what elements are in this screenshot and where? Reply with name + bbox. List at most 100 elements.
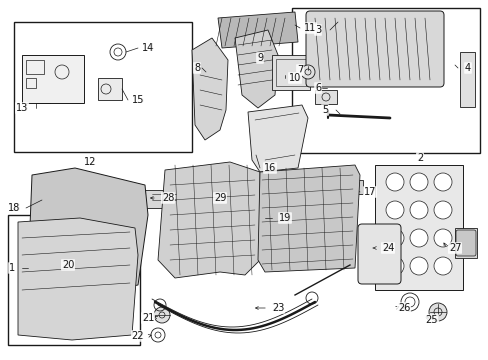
Bar — [459, 52, 474, 107]
Text: 21: 21 — [141, 313, 154, 323]
Text: 12: 12 — [83, 157, 97, 167]
Text: 24: 24 — [381, 243, 394, 253]
Bar — [374, 165, 462, 290]
Text: 28: 28 — [161, 193, 174, 203]
Text: 17: 17 — [363, 187, 376, 197]
Text: 22: 22 — [131, 331, 144, 341]
Text: 5: 5 — [321, 105, 327, 115]
Bar — [8, 215, 140, 345]
Bar — [14, 22, 192, 152]
Text: 4: 4 — [464, 63, 470, 73]
Polygon shape — [28, 168, 148, 298]
Text: 7: 7 — [296, 65, 303, 75]
Text: 6: 6 — [314, 83, 321, 93]
Text: 10: 10 — [288, 73, 301, 83]
Text: 11: 11 — [303, 23, 316, 33]
Text: 19: 19 — [278, 213, 291, 223]
Polygon shape — [18, 218, 138, 340]
Polygon shape — [158, 162, 260, 278]
Text: 15: 15 — [131, 95, 144, 105]
Text: 5: 5 — [321, 105, 327, 115]
Text: 15: 15 — [132, 95, 144, 105]
Bar — [145, 190, 183, 208]
Text: 20: 20 — [61, 260, 74, 270]
Circle shape — [428, 303, 446, 321]
Polygon shape — [235, 30, 278, 108]
Text: 20: 20 — [61, 260, 74, 270]
Text: 3: 3 — [314, 25, 321, 35]
Bar — [98, 78, 122, 100]
Text: 9: 9 — [256, 53, 263, 63]
Text: 6: 6 — [314, 83, 321, 93]
Bar — [22, 55, 84, 103]
Circle shape — [409, 257, 427, 275]
Text: 16: 16 — [263, 163, 276, 173]
Polygon shape — [258, 165, 359, 272]
Text: 21: 21 — [142, 313, 154, 323]
Text: 7: 7 — [296, 65, 303, 75]
Circle shape — [433, 229, 451, 247]
Circle shape — [409, 173, 427, 191]
Circle shape — [433, 257, 451, 275]
Circle shape — [433, 201, 451, 219]
FancyBboxPatch shape — [455, 230, 475, 256]
Text: 23: 23 — [271, 303, 284, 313]
Text: 27: 27 — [448, 243, 460, 253]
Bar — [345, 180, 362, 194]
Text: 14: 14 — [142, 43, 154, 53]
Text: 25: 25 — [425, 315, 437, 325]
Text: 18: 18 — [8, 203, 20, 213]
Polygon shape — [195, 185, 229, 203]
Circle shape — [301, 65, 314, 79]
Circle shape — [385, 257, 403, 275]
Polygon shape — [192, 38, 227, 140]
Text: 28: 28 — [162, 193, 174, 203]
Text: 13: 13 — [16, 103, 28, 113]
Circle shape — [433, 173, 451, 191]
Text: 27: 27 — [447, 243, 461, 253]
Circle shape — [385, 229, 403, 247]
Text: 8: 8 — [193, 63, 200, 73]
Bar — [26, 60, 44, 74]
Text: 14: 14 — [141, 43, 154, 53]
Bar — [291, 8, 479, 153]
Circle shape — [409, 201, 427, 219]
Text: 18: 18 — [7, 203, 20, 213]
Text: 29: 29 — [213, 193, 226, 203]
Text: 11: 11 — [303, 23, 315, 33]
Text: 23: 23 — [271, 303, 284, 313]
Text: 22: 22 — [131, 331, 144, 341]
Text: 9: 9 — [256, 53, 263, 63]
Text: 26: 26 — [397, 303, 409, 313]
Bar — [271, 55, 309, 90]
Text: 1: 1 — [9, 263, 15, 273]
Text: 8: 8 — [194, 63, 200, 73]
Text: 10: 10 — [288, 73, 301, 83]
Polygon shape — [247, 105, 307, 172]
Text: 12: 12 — [83, 157, 96, 167]
Bar — [275, 59, 305, 86]
Bar — [454, 228, 476, 258]
FancyBboxPatch shape — [305, 11, 443, 87]
Circle shape — [154, 307, 170, 323]
Text: 1: 1 — [9, 263, 15, 273]
Text: 29: 29 — [213, 193, 226, 203]
Bar — [26, 78, 36, 88]
Text: 2: 2 — [416, 153, 423, 163]
Text: 19: 19 — [278, 213, 290, 223]
Text: 16: 16 — [264, 163, 276, 173]
Text: 2: 2 — [416, 153, 422, 163]
Text: 26: 26 — [397, 303, 410, 313]
Text: 17: 17 — [363, 187, 375, 197]
Circle shape — [385, 201, 403, 219]
Text: 13: 13 — [15, 103, 29, 113]
Text: 24: 24 — [381, 243, 393, 253]
Circle shape — [409, 229, 427, 247]
Text: 25: 25 — [425, 315, 438, 325]
Polygon shape — [218, 12, 297, 48]
Bar — [314, 90, 336, 104]
Circle shape — [385, 173, 403, 191]
FancyBboxPatch shape — [357, 224, 400, 284]
Text: 3: 3 — [314, 25, 321, 35]
Text: 4: 4 — [464, 63, 470, 73]
